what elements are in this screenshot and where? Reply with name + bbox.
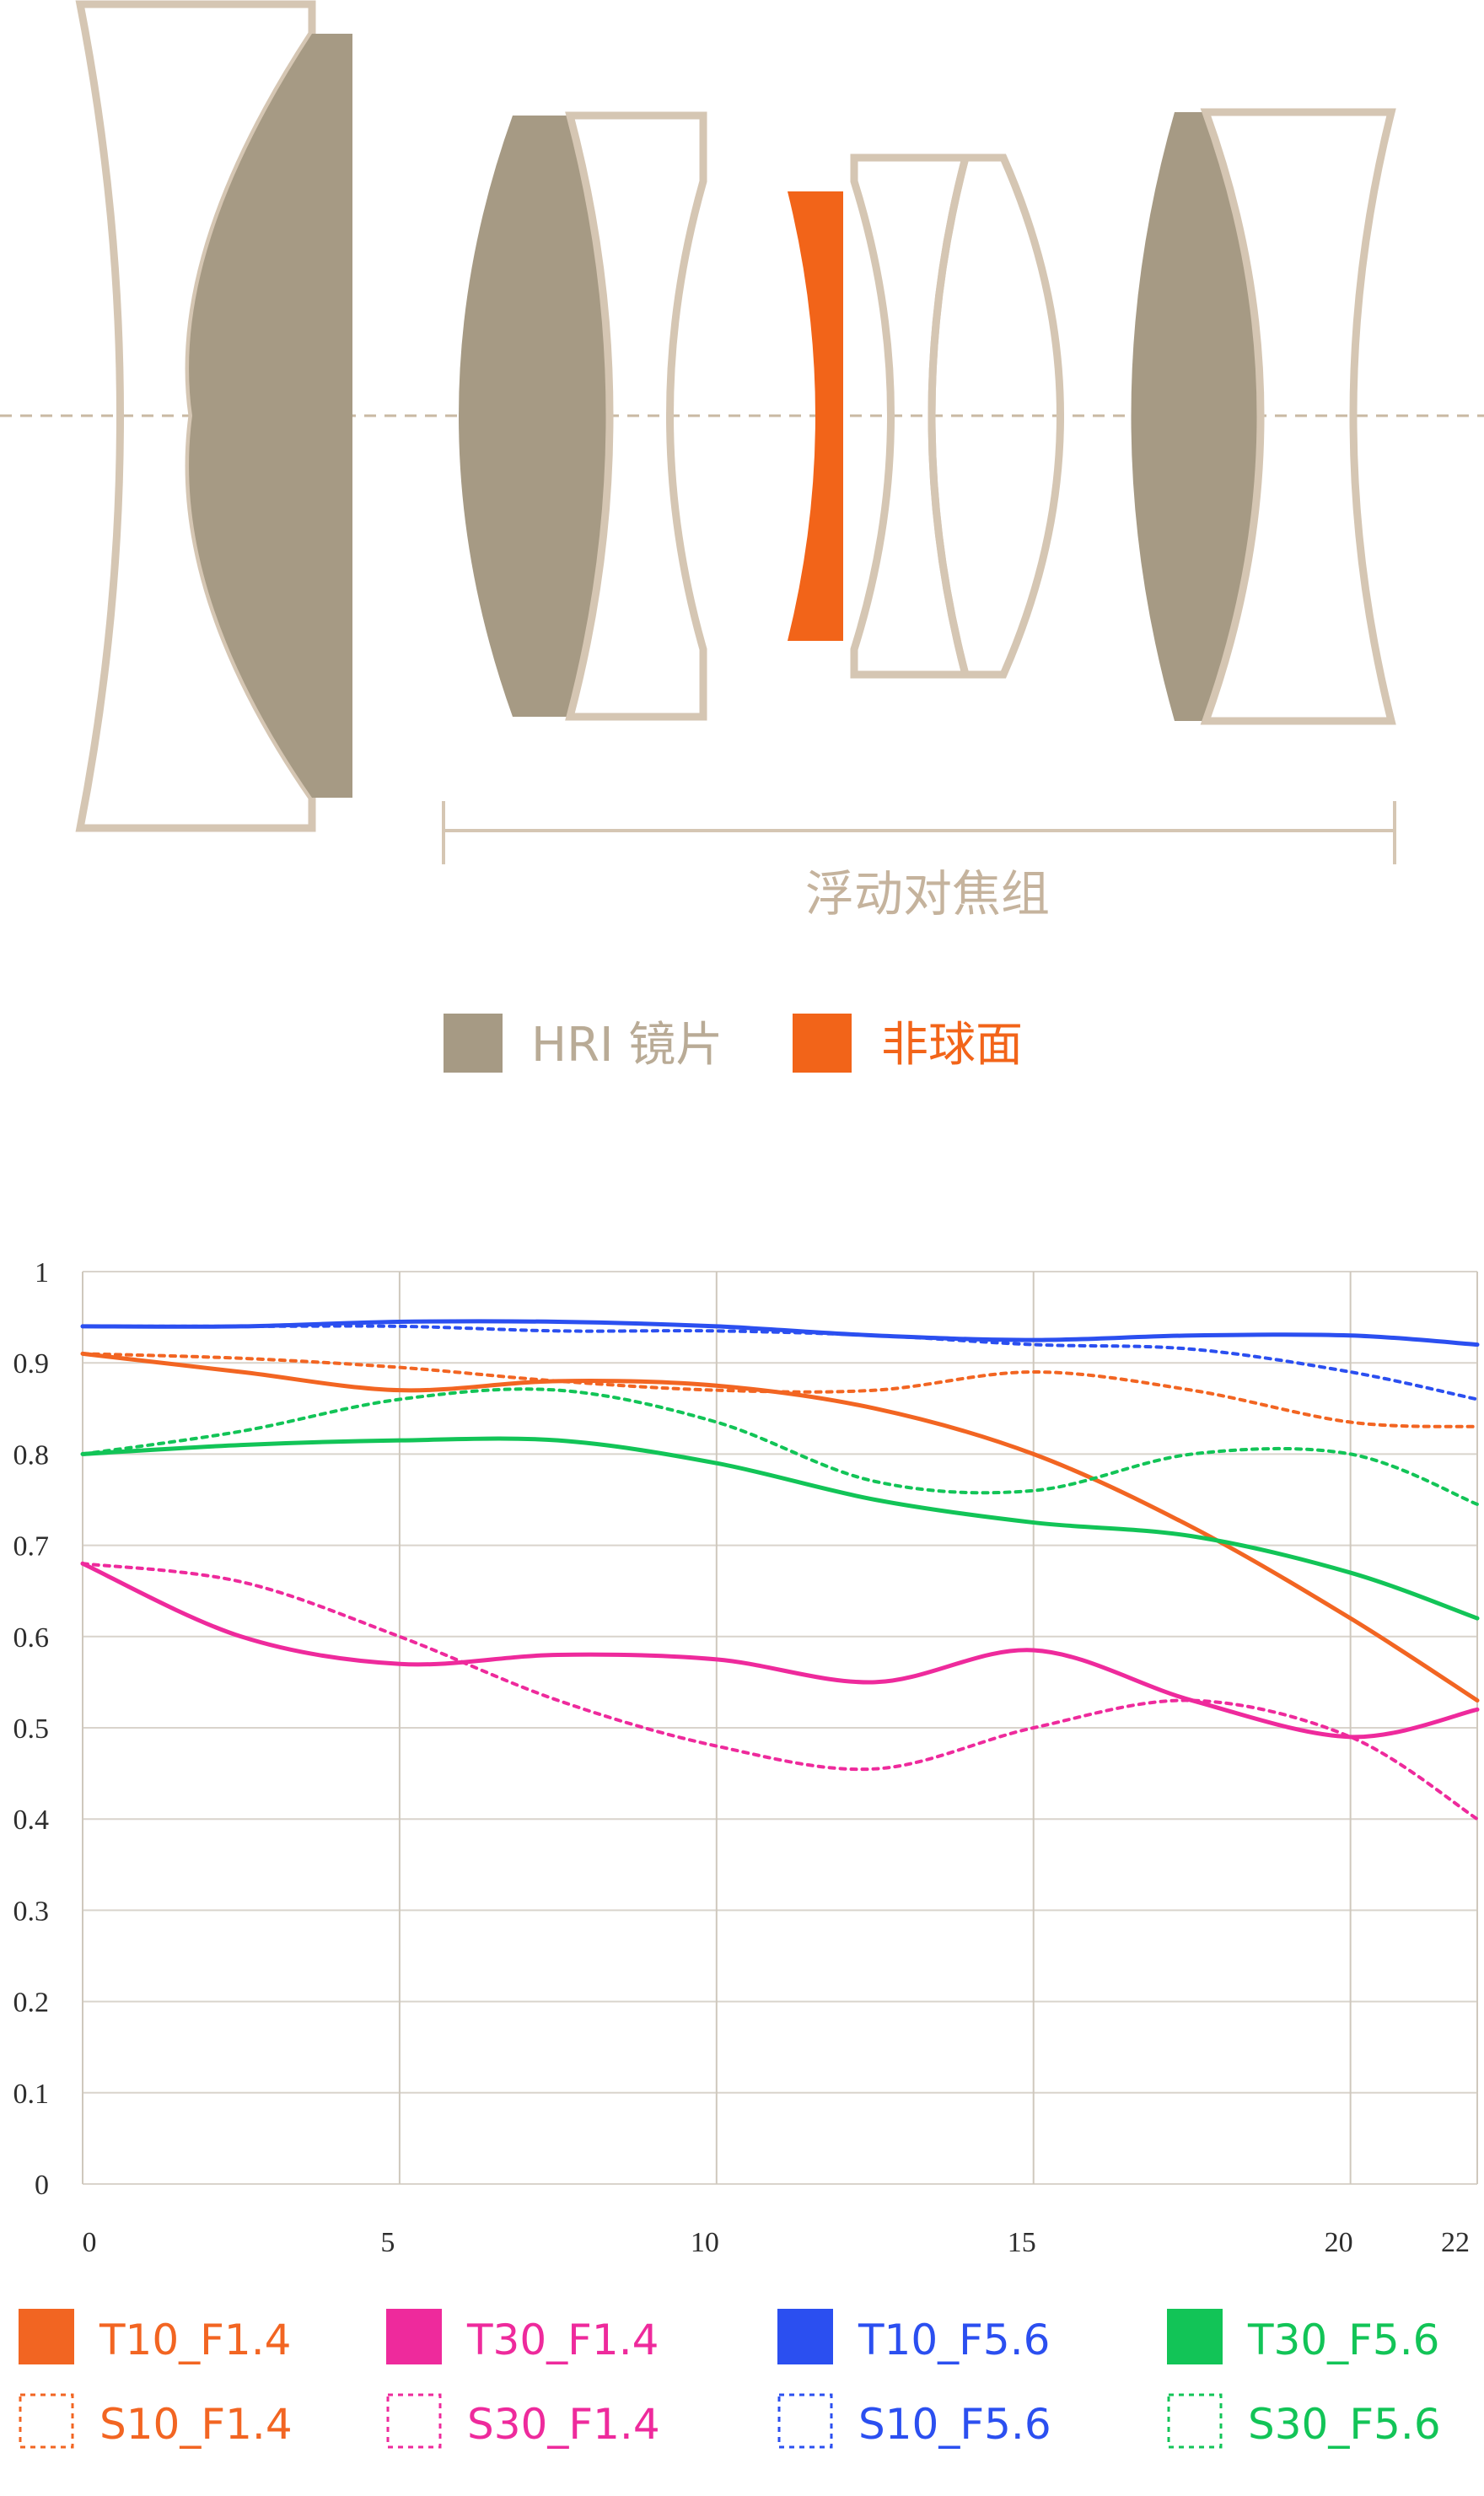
- y-tick-label: 0: [35, 2170, 49, 2201]
- legend-swatch-hri: [444, 1014, 503, 1073]
- y-tick-label: 0.4: [13, 1805, 50, 1836]
- lens-element-9: [1200, 108, 1396, 725]
- x-axis-ticks: 0 5 10 15 20 22: [83, 2227, 1471, 2258]
- y-tick-label: 0.2: [13, 1988, 50, 2019]
- series-line-s30-f5-6: [81, 1387, 1479, 1506]
- legend-label: S30_F1.4: [467, 2400, 660, 2449]
- floating-group-bracket: [442, 801, 1396, 864]
- legend-label: T30_F1.4: [466, 2316, 659, 2364]
- legend-label: S10_F5.6: [858, 2400, 1051, 2449]
- lens-element-5-aspheric: [788, 191, 843, 641]
- x-tick-label: 22: [1441, 2227, 1470, 2258]
- chart-legend: T10_F1.4 S10_F1.4 T30_F1.4 S30_F1.4 T10_F5.6…: [19, 2309, 1441, 2449]
- lens-element-7: [928, 153, 1064, 679]
- series-line-t10-f1-4: [80, 1351, 1480, 1703]
- lens-diagram: 浮动对焦组 HRI 镜片 非球面: [0, 0, 1484, 1073]
- y-tick-label: 0.9: [13, 1348, 50, 1380]
- y-tick-label: 0.5: [13, 1713, 50, 1745]
- y-tick-label: 0.8: [13, 1439, 50, 1471]
- legend-swatch: [1167, 2393, 1223, 2449]
- legend-swatch: [19, 2393, 74, 2449]
- series-line-t30-f1-4: [80, 1561, 1480, 1740]
- legend-swatch-aspheric: [793, 1014, 852, 1073]
- legend-label: S30_F5.6: [1248, 2400, 1441, 2449]
- lens-element-4: [565, 111, 707, 721]
- legend-label-aspheric: 非球面: [881, 1018, 1023, 1073]
- series-line-t10-f5-6: [80, 1319, 1480, 1348]
- lens-element-8-hri: [1131, 112, 1261, 721]
- series-line-s30-f1-4: [81, 1562, 1479, 1821]
- x-tick-label: 10: [691, 2227, 719, 2258]
- mtf-chart: 0 0.1 0.2 0.3 0.4 0.5 0.6 0.7 0.8 0.9 1 0 5 10 15 20 22…: [13, 1257, 1480, 2449]
- series-line-s10-f5-6: [81, 1324, 1479, 1401]
- chart-series: [80, 1319, 1480, 1821]
- legend-swatch: [777, 2309, 833, 2364]
- lens-element-3-hri: [459, 116, 610, 717]
- y-tick-label: 0.1: [13, 2079, 50, 2110]
- y-axis-ticks: 0 0.1 0.2 0.3 0.4 0.5 0.6 0.7 0.8 0.9 1: [13, 1257, 50, 2201]
- x-tick-label: 0: [83, 2227, 97, 2258]
- y-tick-label: 0.7: [13, 1531, 50, 1563]
- legend-label: S10_F1.4: [99, 2400, 293, 2449]
- legend-label: T30_F5.6: [1247, 2316, 1439, 2364]
- lens-element-2-hri: [189, 34, 352, 798]
- legend-label: T10_F1.4: [99, 2316, 291, 2364]
- legend-swatch: [386, 2309, 442, 2364]
- x-tick-label: 5: [380, 2227, 395, 2258]
- legend-swatch: [19, 2309, 74, 2364]
- floating-group-label: 浮动对焦组: [805, 865, 1050, 923]
- y-tick-label: 1: [35, 1257, 49, 1288]
- x-tick-label: 20: [1325, 2227, 1353, 2258]
- x-tick-label: 15: [1008, 2227, 1036, 2258]
- legend-swatch: [777, 2393, 833, 2449]
- y-tick-label: 0.6: [13, 1622, 50, 1654]
- chart-grid: [82, 1271, 1478, 2185]
- series-line-t30-f5-6: [80, 1436, 1480, 1621]
- series-line-s10-f1-4: [81, 1352, 1479, 1428]
- legend-label-hri: HRI 镜片: [531, 1018, 723, 1073]
- legend-label: T10_F5.6: [858, 2316, 1050, 2364]
- legend-swatch: [1167, 2309, 1223, 2364]
- legend-swatch: [386, 2393, 442, 2449]
- y-tick-label: 0.3: [13, 1896, 50, 1927]
